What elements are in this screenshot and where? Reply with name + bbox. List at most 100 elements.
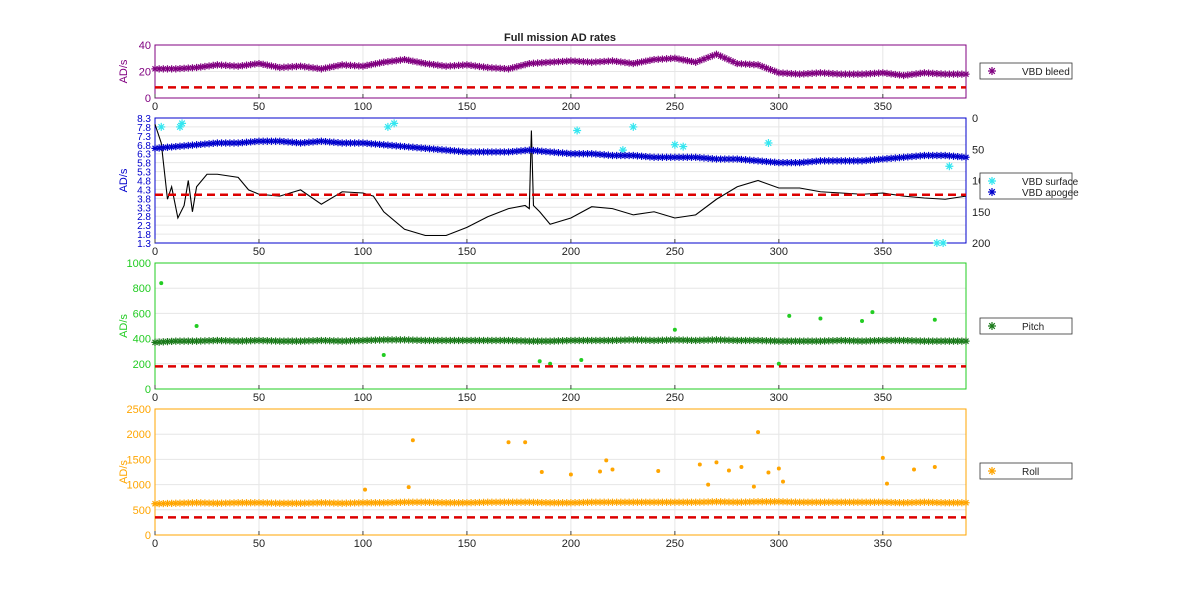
data-point — [425, 336, 434, 345]
data-point — [538, 337, 546, 345]
data-point — [205, 140, 213, 148]
data-point — [380, 141, 388, 149]
data-point — [850, 157, 858, 165]
data-point — [434, 145, 442, 154]
data-point — [787, 498, 795, 506]
data-point — [363, 139, 371, 147]
data-point — [475, 336, 483, 345]
data-point — [833, 70, 841, 78]
data-point — [284, 138, 292, 146]
data-point — [650, 55, 658, 64]
data-point — [679, 498, 687, 506]
outlier-point — [912, 467, 917, 472]
data-point — [276, 63, 284, 72]
data-point — [812, 337, 820, 345]
data-point — [284, 337, 292, 345]
data-point — [712, 336, 721, 344]
data-point — [692, 153, 700, 161]
data-point — [163, 338, 172, 346]
data-point — [375, 499, 384, 507]
data-point — [151, 65, 159, 73]
data-point — [700, 498, 708, 506]
data-point — [933, 498, 941, 507]
data-point — [717, 155, 725, 163]
data-point — [579, 58, 587, 66]
data-point — [484, 498, 492, 506]
y-tick-label: 3.8 — [137, 194, 151, 205]
outlier-point — [714, 460, 719, 465]
data-point — [500, 498, 508, 506]
outlier-point — [880, 455, 885, 460]
data-point — [151, 500, 159, 508]
data-point — [496, 148, 504, 156]
data-point — [330, 62, 338, 71]
data-point — [712, 50, 721, 58]
data-point — [762, 64, 770, 72]
data-point — [321, 64, 330, 72]
data-point — [467, 148, 475, 156]
data-point — [567, 150, 575, 158]
data-point — [958, 499, 966, 507]
data-point — [213, 499, 221, 507]
data-point — [679, 142, 688, 151]
data-point — [455, 147, 463, 155]
data-point — [741, 498, 750, 506]
data-point — [192, 499, 201, 507]
data-point — [342, 337, 350, 345]
data-point — [941, 151, 949, 160]
data-point — [675, 498, 683, 506]
data-point — [172, 337, 180, 345]
data-point — [962, 337, 970, 345]
outlier-point — [604, 458, 609, 463]
y-tick-label: 5.8 — [137, 159, 151, 170]
data-point — [687, 153, 696, 161]
data-point — [571, 336, 579, 345]
data-point — [321, 499, 330, 507]
data-point — [172, 142, 180, 151]
data-point — [608, 151, 617, 160]
data-point — [351, 62, 359, 70]
data-point — [746, 156, 754, 164]
data-point — [521, 498, 529, 506]
data-point — [820, 69, 829, 77]
data-point — [879, 498, 887, 506]
data-point — [679, 56, 687, 64]
data-point — [197, 140, 205, 149]
y-tick-label: 7.8 — [137, 123, 151, 134]
data-point — [313, 137, 321, 146]
data-point — [920, 151, 929, 160]
data-point — [870, 337, 879, 345]
data-point — [263, 137, 271, 145]
data-point — [396, 56, 404, 64]
data-point — [554, 149, 563, 157]
x-tick-label: 300 — [770, 101, 788, 113]
data-point — [858, 157, 866, 165]
data-point — [326, 337, 334, 345]
data-point — [891, 498, 899, 507]
data-point — [213, 61, 221, 69]
data-point — [837, 70, 845, 78]
x-tick-label: 150 — [458, 101, 476, 113]
outlier-point — [751, 484, 756, 489]
data-point — [450, 499, 459, 507]
outlier-point — [739, 464, 744, 469]
y-tick-label: 1.8 — [137, 230, 151, 241]
data-point — [596, 150, 604, 159]
data-point — [496, 64, 504, 72]
data-point — [209, 337, 217, 345]
data-point — [646, 336, 654, 344]
data-point — [662, 336, 671, 344]
data-point — [604, 57, 612, 65]
data-point — [226, 499, 234, 507]
data-point — [280, 499, 288, 507]
data-point — [178, 119, 187, 128]
y-tick-label: 2.8 — [137, 212, 151, 223]
data-point — [205, 62, 213, 70]
series-vbd-surface — [157, 119, 954, 247]
data-point — [762, 498, 770, 506]
data-point — [854, 70, 862, 78]
outlier-point — [776, 361, 781, 366]
data-point — [845, 70, 854, 78]
data-point — [567, 57, 575, 65]
